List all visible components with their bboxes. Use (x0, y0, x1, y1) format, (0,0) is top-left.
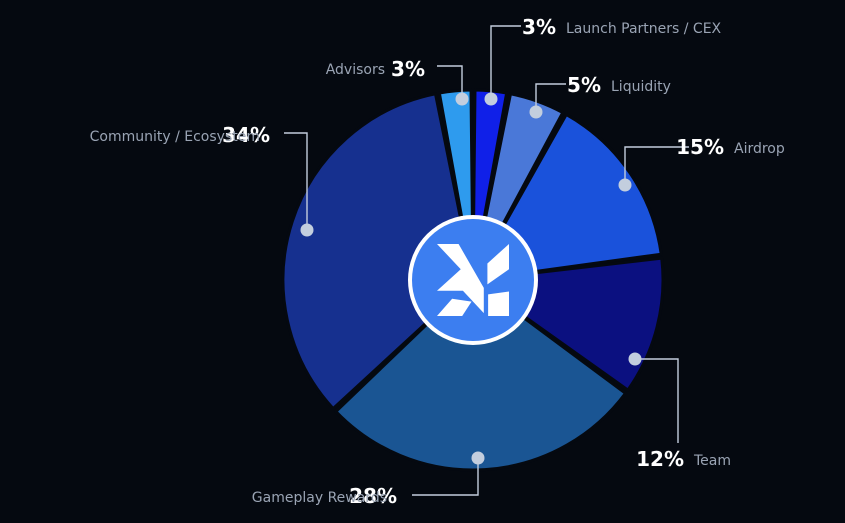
leader-dot-airdrop (618, 178, 632, 192)
leader-line-liquidity (535, 83, 566, 112)
callout-percent-team: 12% (636, 447, 684, 471)
leader-line-team (635, 358, 679, 443)
leader-dot-community-ecosystem (300, 223, 314, 237)
callout-percent-liquidity: 5% (567, 73, 601, 97)
callout-percent-community-ecosystem: 34% (222, 123, 270, 147)
leader-line-advisors (437, 65, 463, 99)
x-mark-icon (437, 244, 509, 316)
callout-labels: 3% Launch Partners / CEX 5% Liquidity 15% Air… (90, 15, 785, 508)
callout-percent-launch-partners: 3% (522, 15, 556, 39)
leader-dot-launch-partners (484, 92, 498, 106)
callout-label-liquidity: Liquidity (611, 79, 671, 95)
center-logo (408, 215, 538, 345)
callout-leaders (284, 25, 689, 496)
leader-dot-advisors (455, 92, 469, 106)
leader-dot-gameplay-rewards (471, 451, 485, 465)
callout-label-community-ecosystem: Community / Ecosystem (90, 129, 260, 145)
callout-percent-gameplay-rewards: 28% (349, 484, 397, 508)
callout-label-airdrop: Airdrop (734, 141, 785, 157)
leader-line-community-ecosystem (284, 132, 308, 230)
pie-slice-gameplay-rewards[interactable] (334, 278, 628, 472)
callout-label-advisors: Advisors (326, 62, 385, 78)
pie-slice-community-ecosystem[interactable] (281, 92, 475, 411)
callout-label-launch-partners: Launch Partners / CEX (566, 21, 722, 37)
callout-label-team: Team (693, 453, 731, 469)
leader-dot-team (628, 352, 642, 366)
callout-percent-advisors: 3% (391, 57, 425, 81)
callout-percent-airdrop: 15% (676, 135, 724, 159)
leader-line-gameplay-rewards (412, 458, 479, 496)
leader-dot-liquidity (529, 105, 543, 119)
leader-line-airdrop (624, 146, 689, 185)
leader-line-launch-partners (490, 25, 521, 99)
callout-label-gameplay-rewards: Gameplay Rewards (252, 490, 387, 506)
